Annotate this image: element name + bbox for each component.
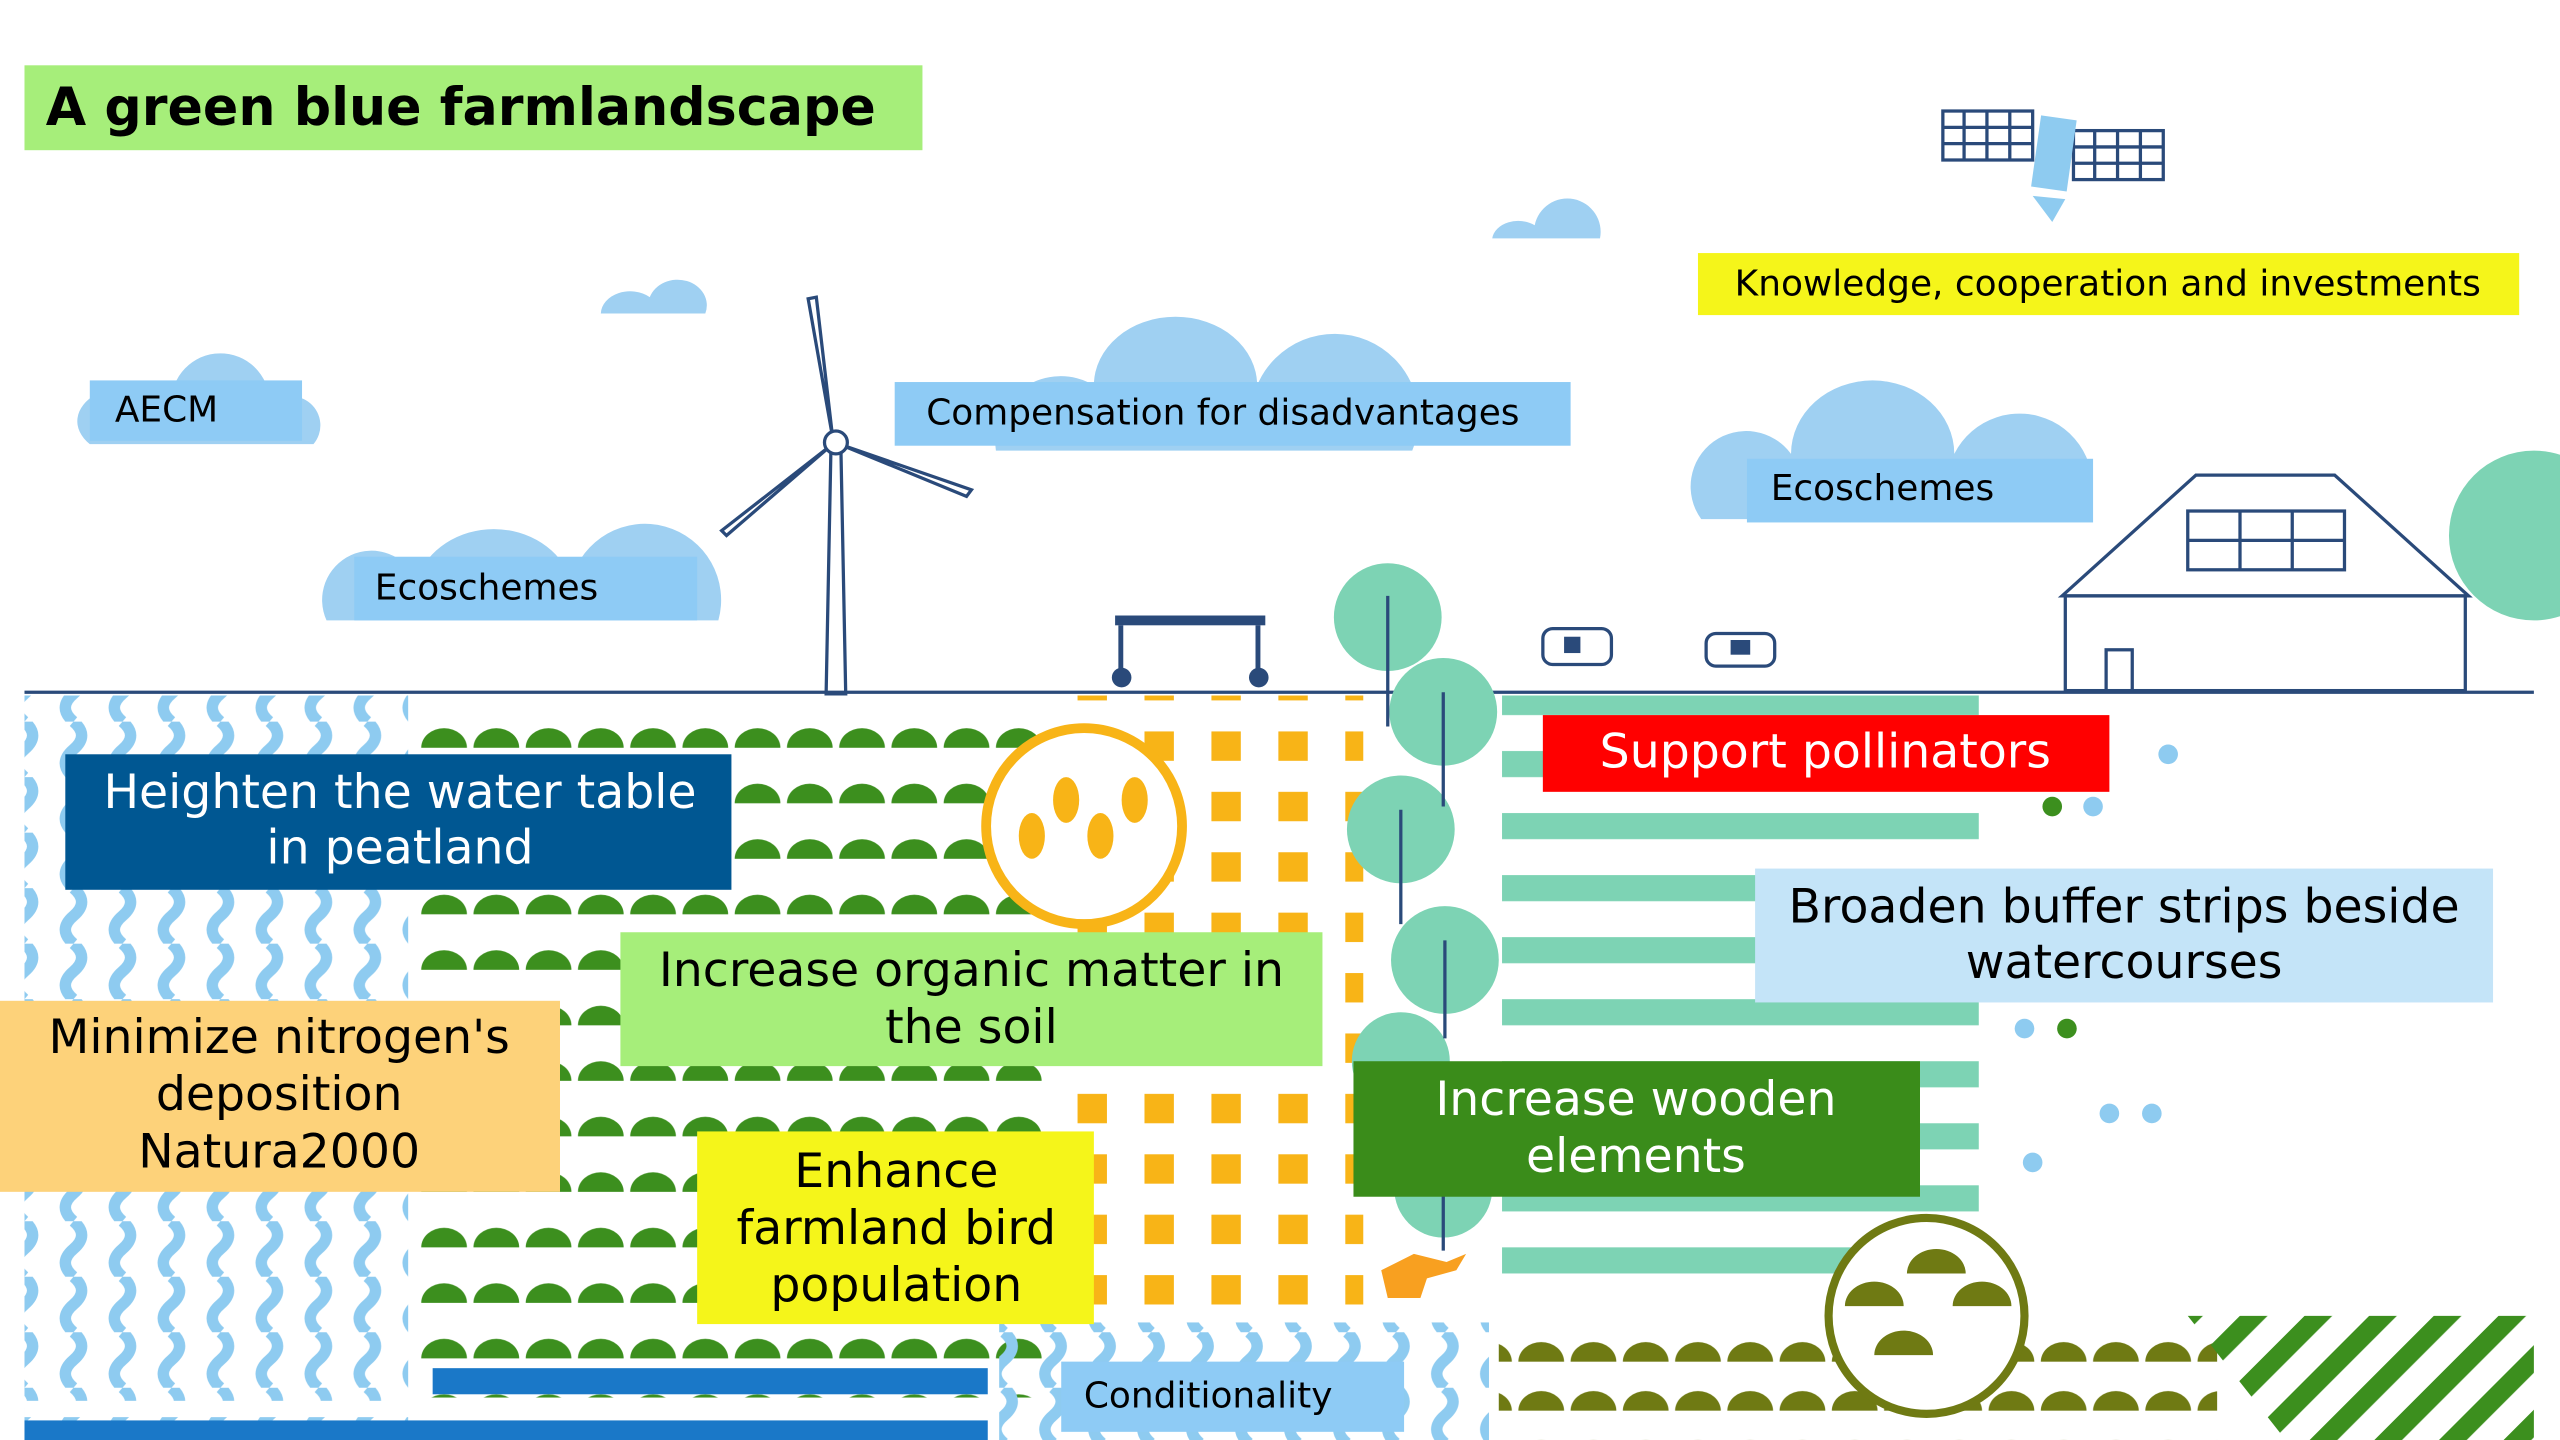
label-line: Minimize nitrogen's [49,1010,510,1065]
title: A green blue farmlandscape [46,78,876,138]
label-line: the soil [885,1000,1058,1055]
label-conditionality: Conditionality [1084,1376,1333,1417]
label-line: Conditionality [1084,1376,1333,1417]
label-line: Broaden buffer strips beside [1789,879,2460,934]
label-line: Ecoschemes [375,567,598,608]
label-line: elements [1526,1129,1746,1184]
label-line: farmland bird [737,1201,1057,1256]
label-line: watercourses [1966,935,2283,990]
label-line: in peatland [266,821,533,876]
label-line: deposition [156,1067,403,1122]
label-compensation: Compensation for disadvantages [926,393,1519,434]
label-line: Enhance [794,1144,998,1199]
label-line: Knowledge, cooperation and investments [1735,264,2481,305]
label-line: Compensation for disadvantages [926,393,1519,434]
label-pollinators: Support pollinators [1600,724,2051,779]
label-line: Ecoschemes [1771,468,1994,509]
label-line: population [770,1258,1022,1313]
label-knowledge: Knowledge, cooperation and investments [1735,264,2481,305]
label-aecm: AECM [115,389,218,430]
page: A green blue farmlandscape Knowledge, co… [0,0,2560,1440]
label-line: Heighten the water table [103,765,696,820]
label-ecoschemes-left: Ecoschemes [375,567,598,608]
label-line: Natura2000 [138,1124,420,1179]
label-line: Support pollinators [1600,724,2051,779]
label-line: Increase wooden [1435,1072,1836,1127]
farm-landscape: A green blue farmlandscape Knowledge, co… [0,0,2560,1440]
label-line: Increase organic matter in [659,943,1284,998]
label-line: AECM [115,389,218,430]
label-ecoschemes-right: Ecoschemes [1771,468,1994,509]
